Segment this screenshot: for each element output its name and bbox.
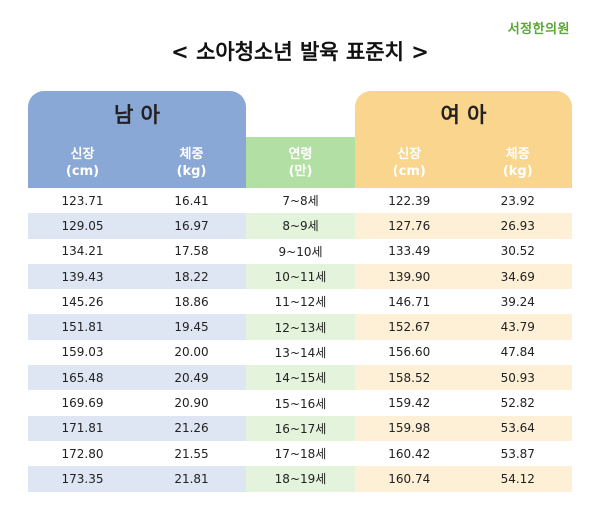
- age-cell: 7~8세: [282, 194, 319, 209]
- male-height-cell: 139.43: [28, 263, 137, 290]
- age-cell: 12~13세: [246, 314, 355, 340]
- male-weight-cell: 16.97: [137, 213, 246, 239]
- male-weight-cell: 20.49: [137, 365, 246, 391]
- page-title: < 소아청소년 발육 표준치 >: [171, 40, 429, 64]
- female-weight-cell: 47.84: [500, 345, 535, 360]
- female-weight-cell: 23.92: [500, 193, 535, 208]
- female-height-cell: 152.67: [355, 314, 464, 340]
- male-group-header: 남 아: [28, 91, 246, 137]
- female-height-cell: 160.74: [355, 466, 464, 492]
- male-height-cell: 159.03: [61, 345, 104, 360]
- table-row: 169.69 20.90 15~16세 159.42 52.82: [28, 390, 572, 415]
- age-cell: 15~16세: [274, 396, 327, 411]
- male-weight-cell: 16.41: [174, 193, 209, 208]
- female-height-cell: 159.42: [388, 396, 431, 411]
- female-column-headers: 신장 (cm) 체중 (kg): [355, 137, 572, 188]
- female-weight-cell: 54.12: [463, 466, 572, 492]
- female-height-cell: 146.71: [388, 294, 431, 309]
- female-height-cell: 158.52: [355, 365, 464, 391]
- male-height-cell: 134.21: [61, 244, 104, 259]
- male-weight-header: 체중 (kg): [176, 146, 207, 179]
- male-weight-cell: 21.81: [137, 466, 246, 492]
- male-height-cell: 171.81: [28, 415, 137, 441]
- male-height-cell: 151.81: [28, 314, 137, 340]
- male-weight-cell: 18.86: [174, 294, 209, 309]
- male-weight-cell: 21.26: [137, 415, 246, 441]
- male-weight-cell: 17.58: [174, 244, 209, 259]
- age-cell: 11~12세: [274, 295, 327, 310]
- table-row: 159.03 20.00 13~14세 156.60 47.84: [28, 340, 572, 365]
- female-height-header: 신장 (cm): [392, 146, 426, 179]
- female-height-cell: 127.76: [355, 213, 464, 239]
- age-cell: 8~9세: [246, 213, 355, 239]
- male-height-cell: 173.35: [28, 466, 137, 492]
- female-weight-header: 체중 (kg): [502, 146, 533, 179]
- table-row: 171.81 21.26 16~17세 159.98 53.64: [28, 415, 572, 441]
- female-weight-cell: 30.52: [500, 244, 535, 259]
- female-height-cell: 159.98: [355, 415, 464, 441]
- female-group-header: 여 아: [355, 91, 572, 137]
- age-cell: 17~18세: [274, 447, 327, 462]
- table-row: 145.26 18.86 11~12세 146.71 39.24: [28, 289, 572, 314]
- age-column-header: 연령 (만): [246, 137, 355, 188]
- female-height-cell: 139.90: [355, 263, 464, 290]
- age-cell: 16~17세: [246, 415, 355, 441]
- table-row: 129.05 16.97 8~9세 127.76 26.93: [28, 213, 572, 239]
- age-cell: 14~15세: [246, 365, 355, 391]
- male-height-cell: 145.26: [61, 294, 104, 309]
- male-weight-cell: 21.55: [174, 446, 209, 461]
- female-height-cell: 156.60: [388, 345, 431, 360]
- male-weight-cell: 20.00: [174, 345, 209, 360]
- male-weight-cell: 19.45: [137, 314, 246, 340]
- female-weight-cell: 52.82: [500, 396, 535, 411]
- male-height-cell: 165.48: [28, 365, 137, 391]
- female-weight-cell: 34.69: [463, 263, 572, 290]
- female-weight-cell: 39.24: [500, 294, 535, 309]
- table-row: 151.81 19.45 12~13세 152.67 43.79: [28, 314, 572, 340]
- male-height-cell: 123.71: [61, 193, 104, 208]
- table-row: 173.35 21.81 18~19세 160.74 54.12: [28, 466, 572, 492]
- age-cell: 18~19세: [246, 466, 355, 492]
- table-row: 123.71 16.41 7~8세 122.39 23.92: [28, 188, 572, 213]
- table-row: 134.21 17.58 9~10세 133.49 30.52: [28, 239, 572, 264]
- male-height-cell: 172.80: [61, 446, 104, 461]
- female-weight-cell: 43.79: [463, 314, 572, 340]
- female-height-cell: 160.42: [388, 446, 431, 461]
- female-height-cell: 133.49: [388, 244, 431, 259]
- male-height-header: 신장 (cm): [65, 146, 100, 179]
- female-weight-cell: 53.87: [500, 446, 535, 461]
- table-row: 139.43 18.22 10~11세 139.90 34.69: [28, 263, 572, 290]
- male-weight-cell: 18.22: [137, 263, 246, 290]
- age-cell: 13~14세: [274, 345, 327, 360]
- table-row: 172.80 21.55 17~18세 160.42 53.87: [28, 441, 572, 466]
- male-height-cell: 129.05: [28, 213, 137, 239]
- female-weight-cell: 26.93: [463, 213, 572, 239]
- female-weight-cell: 50.93: [463, 365, 572, 391]
- table-row: 165.48 20.49 14~15세 158.52 50.93: [28, 365, 572, 391]
- male-weight-cell: 20.90: [174, 396, 209, 411]
- brand-logo: 서정한의원: [507, 22, 570, 37]
- male-column-headers: 신장 (cm) 체중 (kg): [28, 137, 246, 188]
- age-cell: 10~11세: [246, 263, 355, 290]
- growth-table-body: 123.71 16.41 7~8세 122.39 23.92 129.05 16.97 8~9…: [28, 188, 572, 492]
- age-header: 연령 (만): [288, 146, 313, 179]
- female-weight-cell: 53.64: [463, 415, 572, 441]
- age-cell: 9~10세: [278, 244, 323, 259]
- male-height-cell: 169.69: [61, 396, 104, 411]
- female-height-cell: 122.39: [388, 193, 431, 208]
